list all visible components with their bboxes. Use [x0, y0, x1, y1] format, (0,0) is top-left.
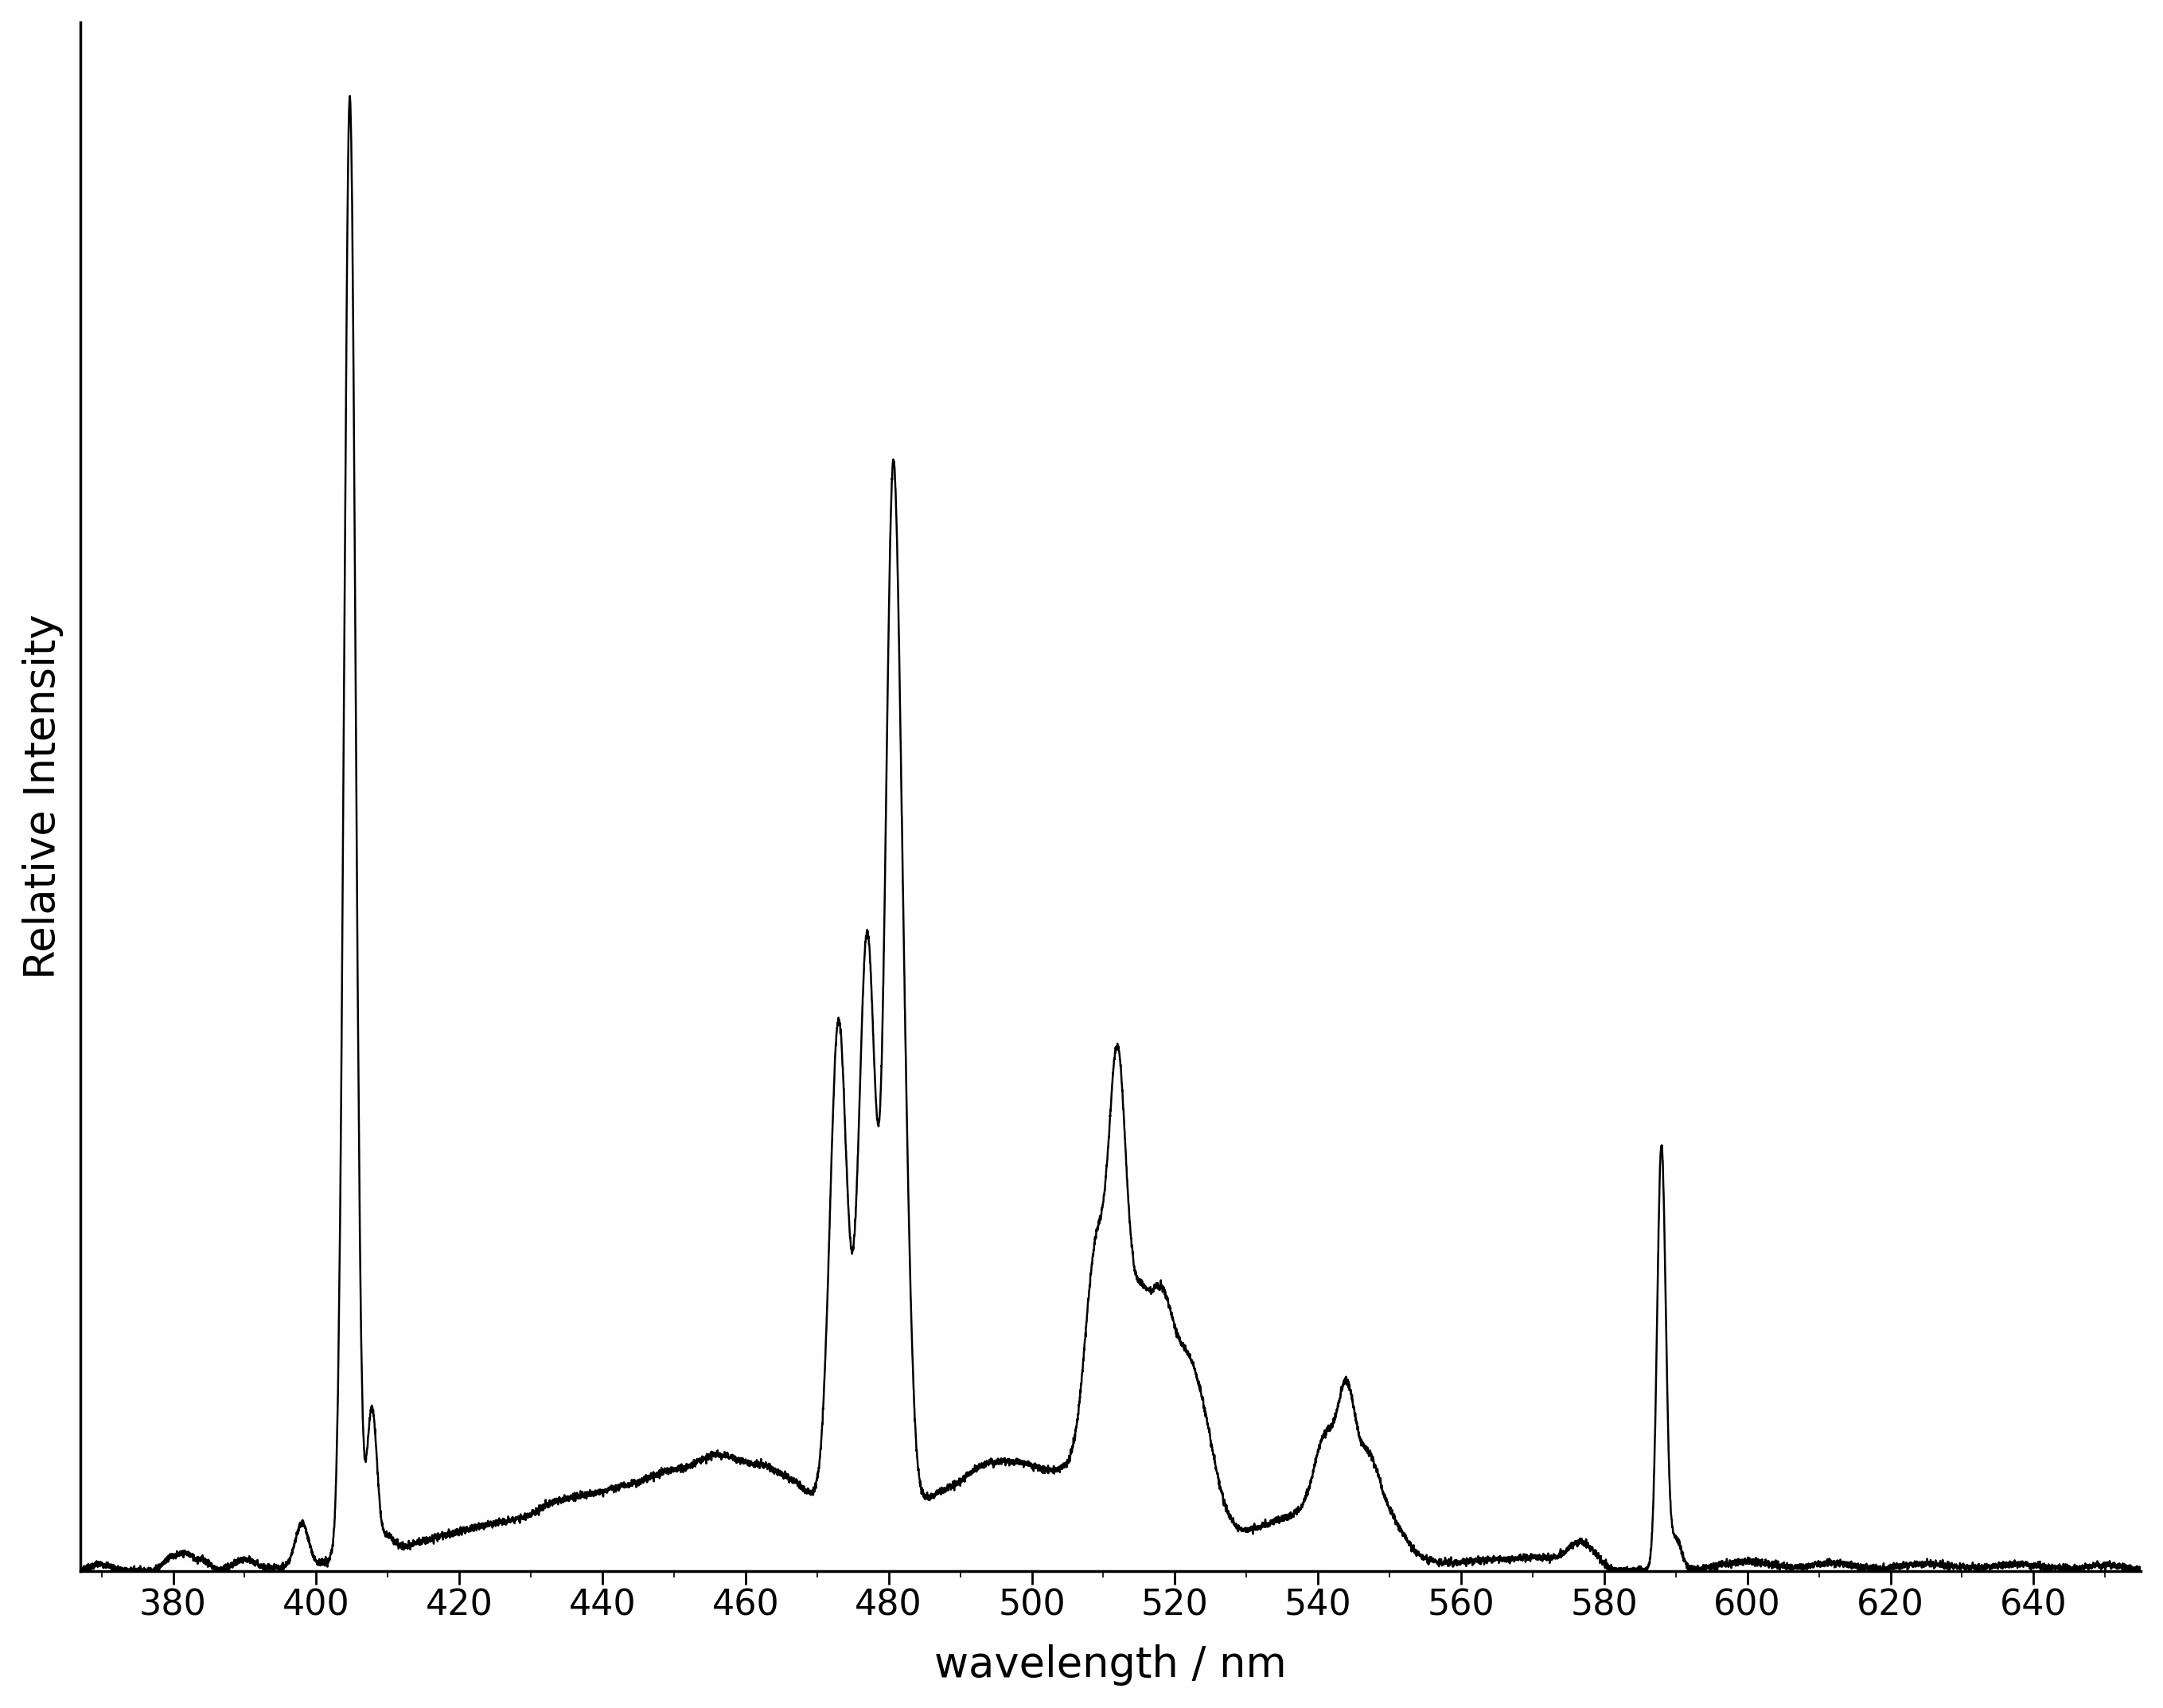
- X-axis label: wavelength / nm: wavelength / nm: [934, 1645, 1287, 1686]
- Y-axis label: Relative Intensity: Relative Intensity: [22, 613, 63, 979]
